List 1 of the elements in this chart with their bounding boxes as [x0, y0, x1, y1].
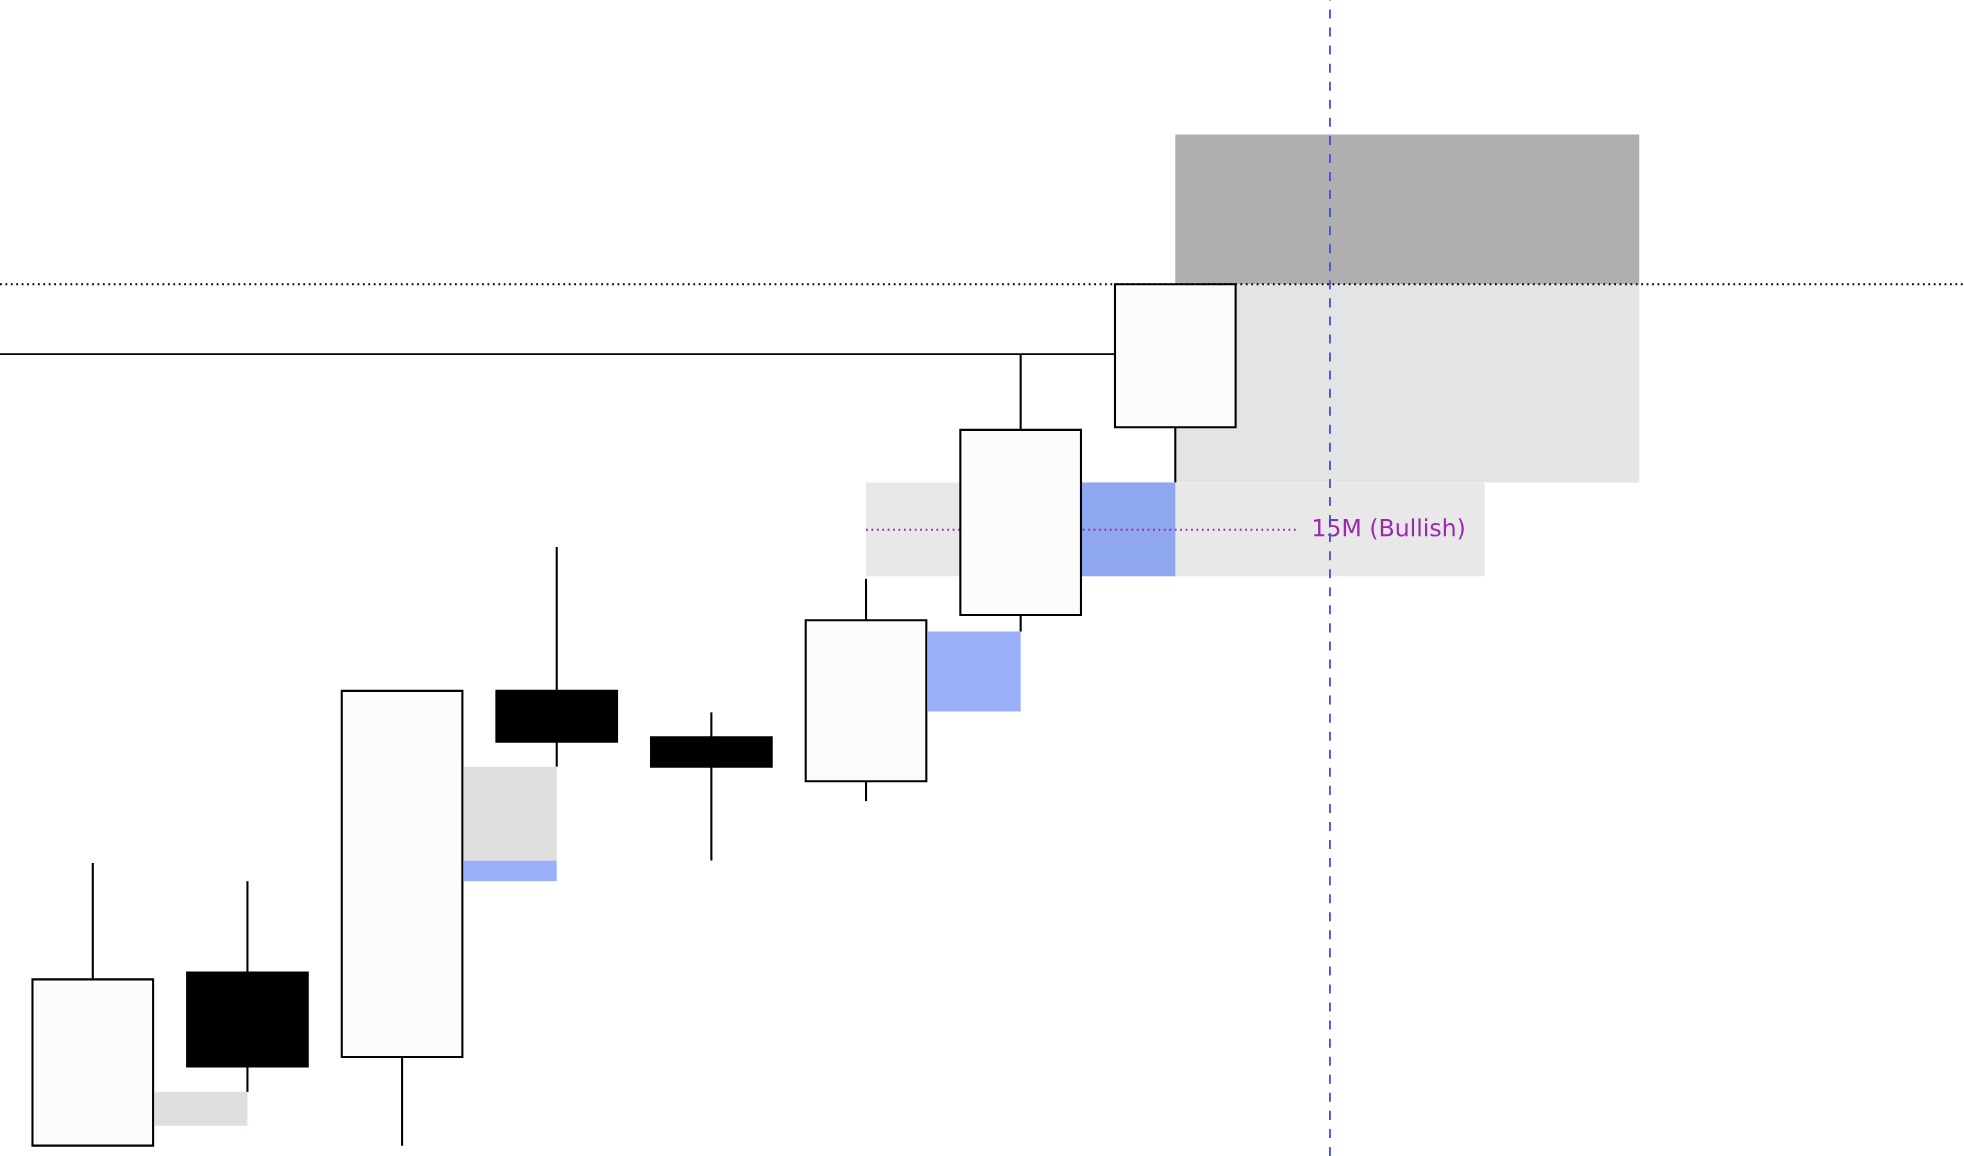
ref-line-label: 15M (Bullish) [1313, 518, 1464, 540]
